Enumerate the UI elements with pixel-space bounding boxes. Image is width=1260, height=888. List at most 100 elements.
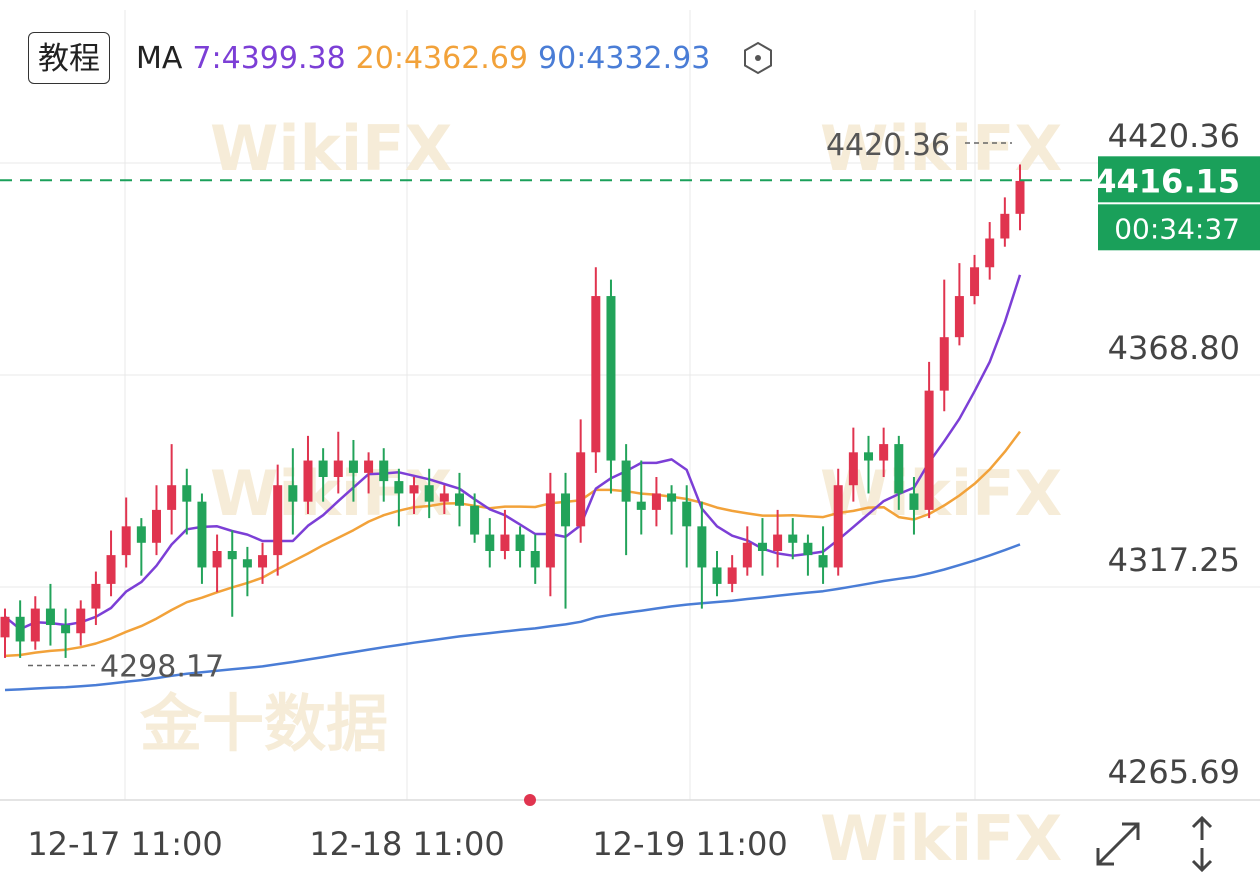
ma20-value: 20:4362.69 xyxy=(355,40,529,76)
candle-body xyxy=(1000,213,1010,239)
watermark-text: WikiFX xyxy=(820,802,1062,875)
watermark-layer: WikiFX WikiFX WikiFX WikiFX WikiFX 金十数据 xyxy=(139,112,1062,875)
candle-body xyxy=(439,493,449,502)
candle-body xyxy=(258,555,268,568)
candle-body xyxy=(45,608,55,626)
watermark-text: WikiFX xyxy=(820,457,1062,530)
watermark-text: WikiFX xyxy=(820,112,1062,185)
candle-body xyxy=(985,238,995,268)
grid-lines xyxy=(0,10,1260,801)
y-tick-label: 4317.25 xyxy=(1108,541,1240,579)
candle-body xyxy=(576,452,586,527)
candle-body xyxy=(515,534,525,552)
candle-body xyxy=(667,493,677,502)
ma90-path xyxy=(4,543,1021,692)
countdown-tag xyxy=(1098,204,1260,251)
candle-body xyxy=(348,460,358,473)
chart-header: 教程 MA 7:4399.38 20:4362.69 90:4332.93 xyxy=(28,28,776,88)
candle-body xyxy=(970,267,980,297)
ma90-line xyxy=(4,543,1021,692)
candle-body xyxy=(30,608,40,642)
candle-body xyxy=(545,493,555,568)
candle-body xyxy=(712,567,722,584)
candle-body xyxy=(379,460,389,482)
candle-body xyxy=(864,452,874,461)
candle-body xyxy=(954,296,964,338)
ma7-path xyxy=(4,274,1022,631)
candle-body xyxy=(727,567,737,584)
candle-body xyxy=(197,501,207,568)
current-price-label: 4416.15 xyxy=(1094,162,1240,200)
ma-label: MA xyxy=(136,40,183,76)
candle-body xyxy=(424,485,434,502)
candle-body xyxy=(242,559,252,568)
candle-body xyxy=(167,485,177,510)
watermark-text: WikiFX xyxy=(210,457,452,530)
watermark-text: 金十数据 xyxy=(139,687,388,760)
candle-body xyxy=(76,608,86,634)
candle-body xyxy=(91,583,101,609)
tutorial-button[interactable]: 教程 xyxy=(28,32,110,84)
candle-body xyxy=(151,509,161,543)
low-marker-label: 4298.17 xyxy=(100,649,224,684)
candle-body xyxy=(636,501,646,510)
candle-body xyxy=(848,452,858,486)
candle-body xyxy=(742,542,752,568)
candle-body xyxy=(621,460,631,502)
candle-body xyxy=(757,542,767,552)
countdown-label: 00:34:37 xyxy=(1114,212,1240,245)
candle-body xyxy=(212,551,222,568)
high-marker-label: 4420.36 xyxy=(826,128,950,163)
ma20-line xyxy=(4,430,1021,658)
ma-legend: MA 7:4399.38 20:4362.69 90:4332.93 xyxy=(136,41,720,76)
current-price-tag xyxy=(1098,156,1260,203)
candle-body xyxy=(818,555,828,568)
candles xyxy=(0,164,1025,658)
candle-body xyxy=(288,485,298,502)
candle-body xyxy=(454,493,464,506)
candle-body xyxy=(136,526,146,543)
candle-body xyxy=(318,460,328,477)
candle-body xyxy=(924,390,934,510)
price-annotations: 4420.36 4298.17 xyxy=(0,128,1100,684)
candle-body xyxy=(409,485,419,494)
candle-body xyxy=(303,460,313,502)
candle-body xyxy=(879,444,889,461)
candle-body xyxy=(909,493,919,510)
ma20-path xyxy=(4,430,1021,658)
candle-body xyxy=(591,296,601,453)
candle-body xyxy=(485,534,495,552)
y-tick-label: 4420.36 xyxy=(1108,117,1240,155)
candle-body xyxy=(682,501,692,527)
x-tick-label: 12-17 11:00 xyxy=(27,825,222,863)
candle-body xyxy=(106,555,116,584)
candle-body xyxy=(803,542,813,556)
event-marker-dot xyxy=(524,794,536,806)
axes: 4420.36 4368.80 4317.25 4265.69 4416.15 00:34… xyxy=(27,117,1260,863)
candle-body xyxy=(651,493,661,510)
candle-body xyxy=(394,481,404,494)
ma7-value: 7:4399.38 xyxy=(192,40,346,76)
candle-body xyxy=(833,485,843,568)
candle-body xyxy=(333,460,343,477)
watermark-text: WikiFX xyxy=(210,112,452,185)
candle-body xyxy=(788,534,798,543)
candle-body xyxy=(0,616,10,638)
candle-body xyxy=(773,534,783,552)
fullscreen-icon[interactable] xyxy=(1090,816,1146,872)
candle-body xyxy=(606,296,616,461)
y-tick-label: 4265.69 xyxy=(1108,753,1240,791)
settings-icon[interactable] xyxy=(740,40,776,76)
candle-body xyxy=(1015,180,1025,214)
candle-body xyxy=(697,526,707,568)
ma90-value: 90:4332.93 xyxy=(538,40,711,76)
candle-body xyxy=(15,616,25,642)
vertical-scale-icon[interactable] xyxy=(1182,812,1222,876)
candle-body xyxy=(364,460,374,473)
candle-body xyxy=(939,337,949,391)
candle-body xyxy=(273,485,283,556)
candle-body xyxy=(182,485,192,502)
candle-body xyxy=(500,534,510,552)
candle-body xyxy=(530,551,540,568)
